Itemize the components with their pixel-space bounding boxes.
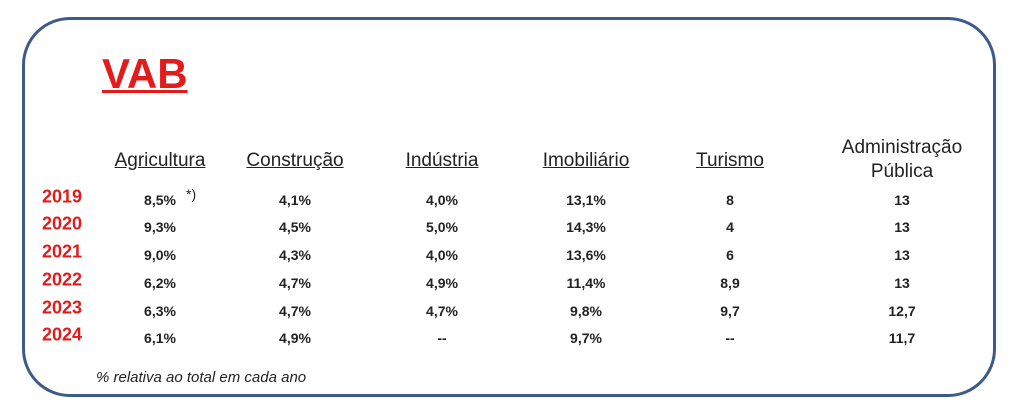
table-cell: 4,3% xyxy=(279,247,311,263)
table-cell: 4,5% xyxy=(279,219,311,235)
table-cell: 11,4% xyxy=(566,275,606,291)
row-year: 2020 xyxy=(42,213,83,234)
column-header: Imobiliário xyxy=(542,150,630,171)
row-year: 2022 xyxy=(42,269,83,290)
table-cell: 6 xyxy=(726,247,734,263)
table-cell: 13 xyxy=(894,275,910,291)
table-cell: 13 xyxy=(894,247,910,263)
table-cell: 9,7% xyxy=(570,330,602,346)
table-cell: 4 xyxy=(726,219,734,235)
table-cell: 13 xyxy=(894,219,910,235)
table-cell: 9,0% xyxy=(144,247,176,263)
column-header: Indústria xyxy=(405,150,479,171)
row-year: 2023 xyxy=(42,297,83,318)
table-cell: 9,8% xyxy=(570,303,602,319)
table-cell: 8,9 xyxy=(720,275,740,291)
row-year: 2024 xyxy=(42,324,83,345)
table-cell: 9,7 xyxy=(720,303,740,319)
table-cell: 6,3% xyxy=(144,303,176,319)
frame xyxy=(22,17,996,397)
table-cell: 11,7 xyxy=(888,330,916,346)
table-cell: 4,0% xyxy=(426,247,458,263)
table-cell: -- xyxy=(725,330,735,346)
table-cell: 4,7% xyxy=(279,275,311,291)
column-header: Agricultura xyxy=(114,150,206,171)
table-cell: 4,7% xyxy=(279,303,311,319)
table-cell: 14,3% xyxy=(566,219,606,235)
table-cell: 5,0% xyxy=(426,219,458,235)
table-cell: 13,1% xyxy=(566,192,606,208)
row-year: 2019 xyxy=(42,186,83,207)
table-cell: 4,9% xyxy=(279,330,311,346)
column-header: Construção xyxy=(246,150,344,171)
table-cell: 4,1% xyxy=(279,192,311,208)
table-cell: 12,7 xyxy=(888,303,916,319)
table-cell: 4,0% xyxy=(426,192,458,208)
table-cell: 8 xyxy=(726,192,734,208)
table-cell: 9,3% xyxy=(144,219,176,235)
footnote: % relativa ao total em cada ano xyxy=(96,369,307,386)
title: VAB xyxy=(102,50,188,97)
table-cell: 6,2% xyxy=(144,275,176,291)
table-cell: -- xyxy=(437,330,447,346)
note-marker: *) xyxy=(186,186,197,202)
column-header: Administração Pública xyxy=(841,137,963,182)
table-cell: 13,6% xyxy=(566,247,606,263)
row-year: 2021 xyxy=(42,241,83,262)
table-cell: 13 xyxy=(894,192,910,208)
table-cell: 8,5% xyxy=(144,192,176,208)
table-cell: 4,9% xyxy=(426,275,458,291)
table-cell: 6,1% xyxy=(144,330,176,346)
table-cell: 4,7% xyxy=(426,303,458,319)
column-header: Turismo xyxy=(696,150,764,171)
